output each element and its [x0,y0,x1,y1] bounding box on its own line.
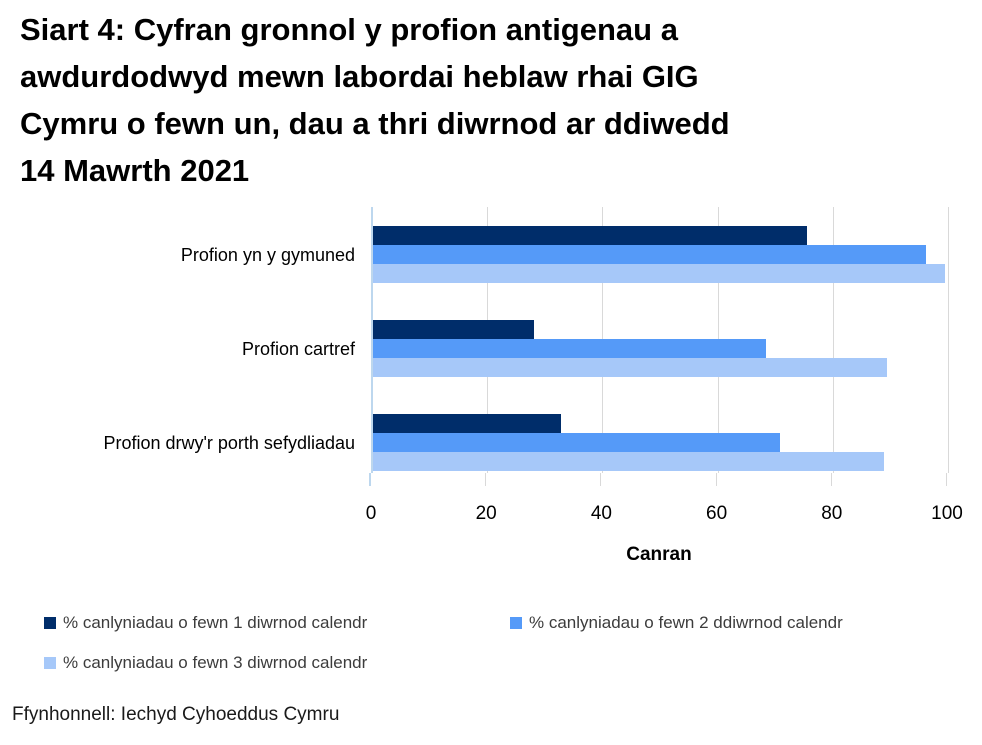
bar-series2-category1 [373,245,926,264]
legend-item-3: % canlyniadau o fewn 3 diwrnod calendr [44,652,367,674]
x-tick-label-0: 0 [365,503,377,524]
legend-item-2: % canlyniadau o fewn 2 ddiwrnod calendr [510,612,843,634]
legend-swatch-icon [44,657,56,669]
x-tick-label-60: 60 [706,503,728,524]
x-tick-label-100: 100 [931,503,963,524]
gridline-100 [948,207,949,473]
source-note: Ffynhonnell: Iechyd Cyhoeddus Cymru [12,704,340,725]
x-tick-40 [600,473,602,486]
x-tick-label-80: 80 [821,503,843,524]
legend-label: % canlyniadau o fewn 3 diwrnod calendr [63,653,368,672]
bar-series3-category2 [373,358,887,377]
bar-series2-category3 [373,433,780,452]
bar-series1-category1 [373,226,808,245]
x-tick-80 [830,473,832,486]
gridline-80 [832,207,834,473]
bar-series1-category2 [373,320,534,339]
x-tick-0 [369,473,371,486]
category-label-3: Profion drwy'r porth sefydliadau [103,432,355,453]
category-label-1: Profion yn y gymuned [180,244,355,265]
x-axis-title: Canran [626,544,692,565]
legend-label: % canlyniadau o fewn 1 diwrnod calendr [63,613,368,632]
bar-series2-category2 [373,339,767,358]
legend-label: % canlyniadau o fewn 2 ddiwrnod calendr [529,613,843,632]
bar-series3-category3 [373,452,884,471]
plot-area [371,207,949,473]
x-tick-label-40: 40 [590,503,612,524]
legend-item-1: % canlyniadau o fewn 1 diwrnod calendr [44,612,367,634]
x-tick-20 [485,473,487,486]
bar-series3-category1 [373,264,945,283]
x-tick-label-20: 20 [475,503,497,524]
x-tick-60 [715,473,717,486]
legend-swatch-icon [44,617,56,629]
bar-series1-category3 [373,414,561,433]
x-tick-100 [946,473,947,486]
category-label-2: Profion cartref [241,338,355,359]
legend-swatch-icon [510,617,522,629]
chart-title: Siart 4: Cyfran gronnol y profion antige… [20,12,730,188]
